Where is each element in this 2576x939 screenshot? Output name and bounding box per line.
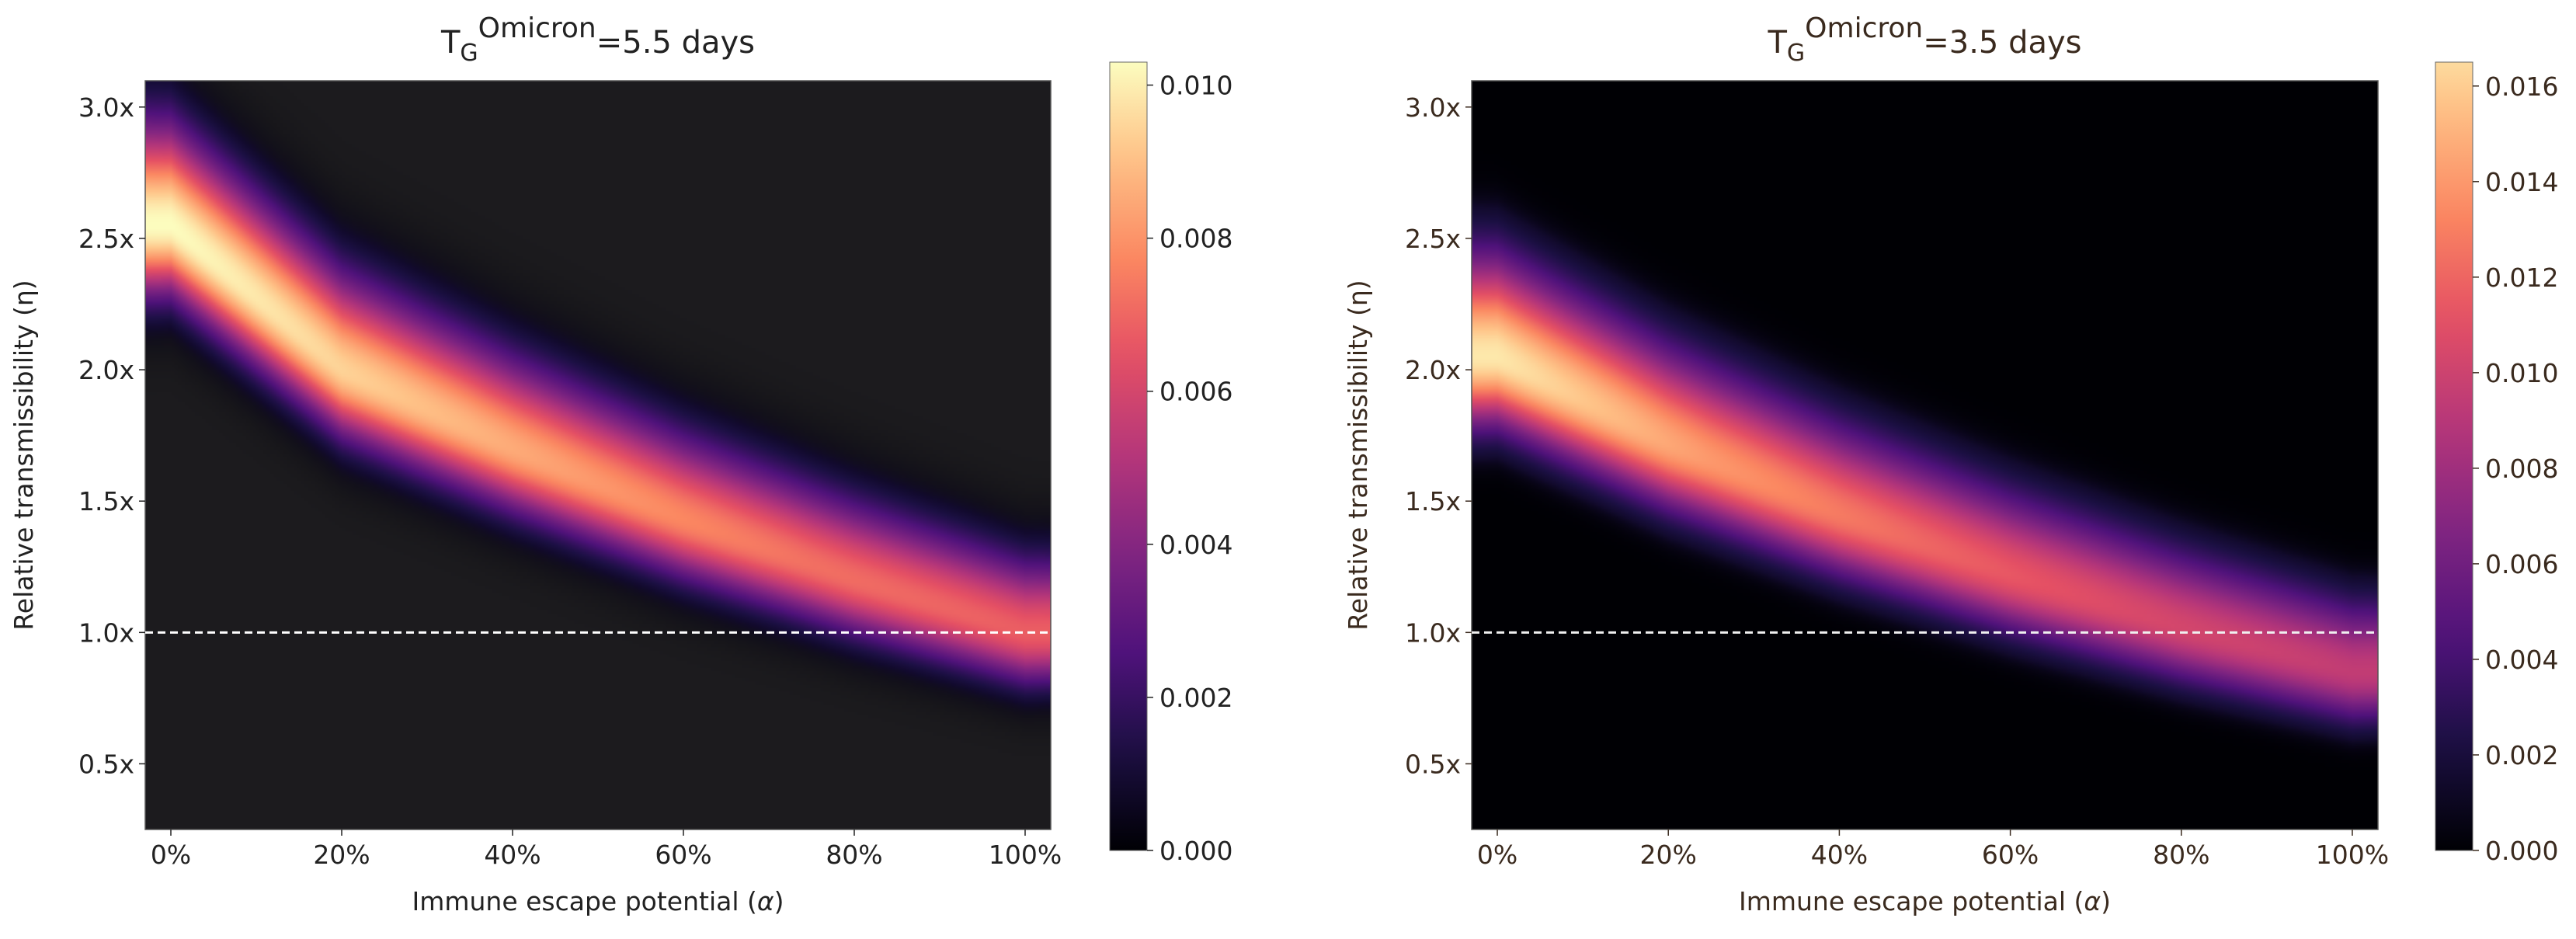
heatmap-panel-1: 0% 20% 40% 60% 80% 100% 0.5x 1.0x 1.5x 2.0x 2.5x 3.…: [9, 12, 1232, 916]
x-tick-label: 0%: [1477, 840, 1517, 870]
x-axis-label-text: Immune escape potential (: [1739, 886, 2084, 916]
chart-title: TGOmicron=5.5 days: [440, 12, 755, 67]
x-tick-label: 100%: [2316, 840, 2389, 870]
x-tick-label: 60%: [1982, 840, 2039, 870]
y-tick-label: 2.5x: [78, 224, 134, 254]
plot-frame: [144, 80, 1052, 830]
x-axis-label-close: ): [2101, 886, 2111, 916]
y-tick-label: 2.0x: [78, 355, 134, 385]
y-tick-label: 2.0x: [1405, 355, 1461, 385]
colorbar-tick-label: 0.000: [2485, 836, 2558, 866]
colorbar-tick-label: 0.000: [1159, 836, 1232, 866]
title-base: T: [1767, 25, 1787, 61]
x-tick-label: 40%: [1811, 840, 1868, 870]
title-superscript: Omicron: [478, 12, 596, 44]
colorbar-tick-label: 0.008: [1159, 224, 1232, 254]
y-tick-label: 0.5x: [1405, 749, 1461, 779]
x-axis-label: Immune escape potential (α): [412, 886, 784, 916]
title-rest: =5.5 days: [596, 25, 755, 61]
plot-frame: [1471, 80, 2379, 830]
colorbar-tick-label: 0.010: [1159, 71, 1232, 101]
title-subscript: G: [1787, 40, 1805, 67]
y-tick-label: 1.5x: [78, 486, 134, 516]
colorbar: [2435, 61, 2473, 851]
x-tick-label: 60%: [655, 840, 711, 870]
x-axis-label-close: ): [774, 886, 784, 916]
title-subscript: G: [460, 40, 478, 67]
title-rest: =3.5 days: [1923, 25, 2081, 61]
colorbar-tick-label: 0.006: [2485, 549, 2558, 579]
y-tick-label: 1.5x: [1405, 486, 1461, 516]
colorbar-tick-label: 0.004: [2485, 645, 2558, 675]
colorbar-tick-label: 0.012: [2485, 263, 2558, 293]
colorbar-tick-label: 0.004: [1159, 530, 1232, 560]
y-tick-label: 1.0x: [78, 617, 134, 648]
y-tick-label: 2.5x: [1405, 224, 1461, 254]
colorbar-tick-label: 0.002: [2485, 740, 2558, 770]
chart-title: TGOmicron=3.5 days: [1767, 12, 2081, 67]
x-axis-label: Immune escape potential (α): [1739, 886, 2111, 916]
heatmap-image: [145, 81, 1051, 829]
y-axis-label: Relative transmissibility (η): [1343, 280, 1373, 630]
colorbar-tick-label: 0.016: [2485, 71, 2558, 102]
x-tick-label: 20%: [1640, 840, 1697, 870]
x-axis-label-text: Immune escape potential (: [412, 886, 756, 916]
x-tick-label: 0%: [151, 840, 191, 870]
y-tick-label: 3.0x: [78, 92, 134, 123]
y-axis-label: Relative transmissibility (η): [9, 280, 39, 630]
colorbar-tick-label: 0.008: [2485, 454, 2558, 484]
x-tick-label: 100%: [989, 840, 1062, 870]
title-base: T: [440, 25, 461, 61]
x-axis-label-symbol: α: [2084, 886, 2101, 916]
y-tick-label: 0.5x: [78, 749, 134, 779]
x-tick-label: 80%: [826, 840, 882, 870]
colorbar-tick-label: 0.010: [2485, 358, 2558, 388]
y-tick-label: 3.0x: [1405, 92, 1461, 123]
x-axis-label-symbol: α: [757, 886, 774, 916]
colorbar-tick-label: 0.006: [1159, 377, 1232, 407]
colorbar: [1109, 61, 1148, 851]
x-tick-label: 40%: [484, 840, 541, 870]
colorbar-tick-label: 0.014: [2485, 167, 2558, 197]
x-tick-label: 20%: [313, 840, 370, 870]
colorbar-tick-label: 0.002: [1159, 683, 1232, 713]
heatmap-panel-2: 0% 20% 40% 60% 80% 100% 0.5x 1.0x 1.5x 2.0x 2.5x 3.…: [1343, 12, 2558, 916]
title-superscript: Omicron: [1805, 12, 1923, 44]
heatmap-image: [1472, 81, 2378, 829]
x-tick-label: 80%: [2153, 840, 2209, 870]
y-tick-label: 1.0x: [1405, 617, 1461, 648]
